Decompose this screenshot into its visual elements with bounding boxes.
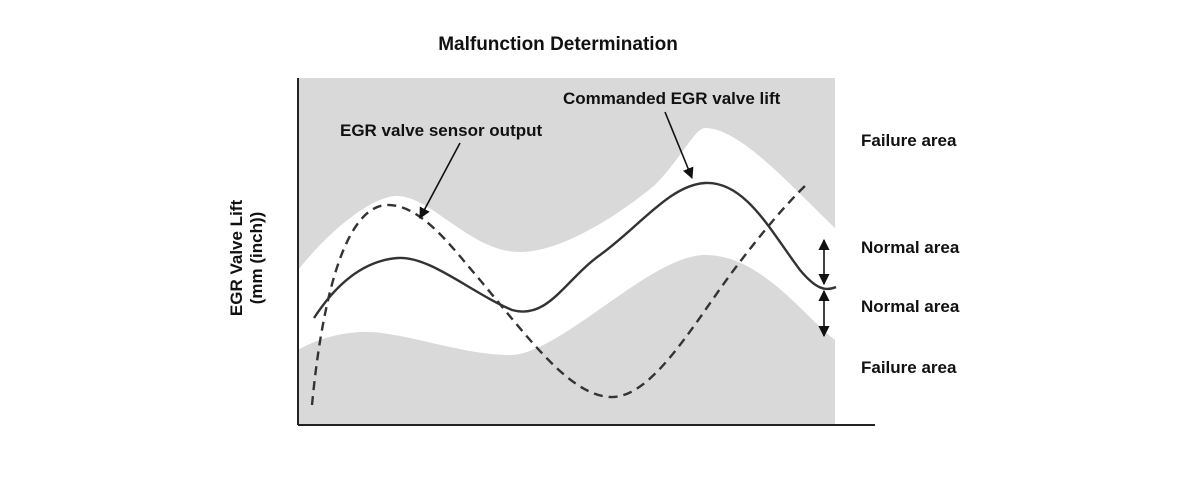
y-axis-label: EGR Valve Lift (mm (inch)) [227, 200, 266, 317]
diagram-title: Malfunction Determination [438, 34, 678, 55]
sensor-output-curve [310, 182, 809, 406]
y-axis-label-line1: EGR Valve Lift [227, 200, 246, 317]
lower-failure-area-label: Failure area [861, 358, 957, 377]
normal-area-band [298, 128, 835, 355]
commanded-lift-annotation: Commanded EGR valve lift [563, 89, 781, 108]
upper-failure-area-label: Failure area [861, 131, 957, 150]
commanded-lift-curve [312, 181, 837, 319]
lower-normal-area-label: Normal area [861, 297, 960, 316]
upper-normal-area-label: Normal area [861, 238, 960, 257]
sensor-output-annotation: EGR valve sensor output [340, 121, 542, 140]
sensor-output-arrow [419, 142, 461, 219]
y-axis-label-line2: (mm (inch)) [247, 212, 266, 305]
commanded-lift-arrow [664, 111, 694, 180]
